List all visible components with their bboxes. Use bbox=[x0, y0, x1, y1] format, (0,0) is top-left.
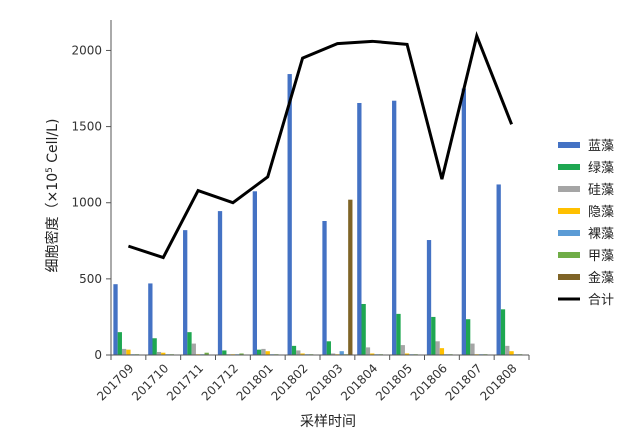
bar-series-1-201801 bbox=[257, 349, 262, 355]
y-axis-title-tail: Cell/L) bbox=[45, 119, 61, 168]
legend-label-1: 绿藻 bbox=[588, 161, 614, 176]
bar-series-1-201710 bbox=[152, 338, 157, 355]
legend-label-4: 裸藻 bbox=[588, 227, 614, 242]
bar-series-1-201804 bbox=[361, 303, 366, 355]
x-tick-label-201803: 201803 bbox=[303, 361, 345, 403]
bar-series-0-201804 bbox=[357, 102, 362, 355]
bar-series-2-201803 bbox=[330, 353, 336, 355]
legend-swatch-6 bbox=[558, 274, 580, 280]
x-tick-label-201802: 201802 bbox=[268, 361, 310, 403]
legend-label-total: 合计 bbox=[588, 293, 614, 308]
bar-series-3-201709 bbox=[126, 349, 131, 355]
bar-series-2-201808 bbox=[505, 345, 510, 355]
bar-series-2-201806 bbox=[435, 341, 440, 355]
bar-series-0-201712 bbox=[217, 211, 223, 355]
bar-series-1-201808 bbox=[500, 309, 506, 355]
x-tick-label-201710: 201710 bbox=[129, 361, 171, 403]
y-ticks: 0 500 1000 1500 2000 bbox=[71, 43, 111, 362]
bar-series-2-201807 bbox=[470, 343, 475, 355]
bar-series-3-201801 bbox=[265, 351, 270, 355]
bar-series-0-201710 bbox=[148, 283, 153, 355]
bar-series-1-201712 bbox=[222, 350, 227, 355]
legend-swatch-1 bbox=[558, 164, 580, 170]
legend-swatch-4 bbox=[558, 230, 580, 236]
bar-series-1-201806 bbox=[431, 316, 436, 355]
bar-series-2-201709 bbox=[121, 348, 127, 355]
bar-series-3-201806 bbox=[439, 348, 445, 355]
bar-series-2-201802 bbox=[296, 350, 301, 355]
bar-series-3-201710 bbox=[161, 352, 166, 355]
x-ticks: 2017092017102017112017122018012018022018… bbox=[94, 355, 530, 404]
x-tick-label-201806: 201806 bbox=[408, 361, 450, 403]
bar-series-5-201711 bbox=[204, 352, 209, 355]
bar-series-2-201710 bbox=[156, 351, 162, 355]
x-tick-label-201712: 201712 bbox=[199, 361, 241, 403]
legend-label-6: 金藻 bbox=[588, 270, 614, 286]
axes bbox=[110, 20, 529, 356]
y-axis-title: 细胞密度（×105 Cell/L) bbox=[44, 119, 61, 273]
y-tick-label: 500 bbox=[79, 272, 102, 286]
x-axis-title: 采样时间 bbox=[300, 414, 356, 430]
bar-series-0-201805 bbox=[392, 100, 397, 355]
bar-series-1-201807 bbox=[466, 319, 471, 355]
bar-series-1-201711 bbox=[187, 332, 192, 355]
bar-series-2-201805 bbox=[400, 345, 405, 355]
x-tick-label-201805: 201805 bbox=[373, 361, 415, 403]
x-tick-label-201804: 201804 bbox=[338, 361, 380, 403]
bar-series-0-201802 bbox=[287, 74, 292, 355]
bar-series-1-201802 bbox=[291, 345, 297, 355]
bar-series-1-201803 bbox=[326, 341, 331, 355]
bar-series-3-201805 bbox=[404, 353, 410, 355]
legend-swatch-0 bbox=[558, 142, 580, 148]
total-line bbox=[127, 31, 513, 260]
bar-series-0-201711 bbox=[183, 230, 188, 355]
bar-series-0-201803 bbox=[322, 221, 327, 355]
bar-series-5-201712 bbox=[239, 353, 244, 355]
bar-series-2-201801 bbox=[261, 348, 266, 355]
bar-series-1-201805 bbox=[396, 313, 401, 355]
bar-series-0-201807 bbox=[461, 88, 466, 355]
bars bbox=[113, 74, 523, 355]
legend-swatch-3 bbox=[558, 208, 580, 214]
bar-series-4-201803 bbox=[339, 351, 344, 355]
y-tick-label: 1000 bbox=[71, 196, 102, 210]
bar-series-2-201804 bbox=[365, 347, 371, 355]
y-axis-title-sup: 5 bbox=[45, 167, 55, 173]
bar-series-3-201808 bbox=[509, 351, 514, 355]
bar-series-0-201808 bbox=[496, 184, 501, 355]
bar-series-0-201801 bbox=[252, 191, 257, 355]
total-line-layer bbox=[127, 31, 513, 260]
bar-series-3-201804 bbox=[370, 353, 375, 355]
legend-label-5: 甲藻 bbox=[588, 249, 614, 264]
x-tick-label-201808: 201808 bbox=[477, 361, 519, 403]
x-tick-label-201801: 201801 bbox=[234, 361, 276, 403]
legend-label-0: 蓝藻 bbox=[588, 139, 614, 154]
y-tick-label: 0 bbox=[94, 348, 102, 362]
bar-series-3-201802 bbox=[300, 353, 305, 355]
x-tick-label-201709: 201709 bbox=[94, 361, 136, 403]
bar-series-0-201806 bbox=[426, 240, 432, 355]
bar-series-1-201709 bbox=[117, 332, 122, 355]
legend-label-3: 隐藻 bbox=[588, 205, 614, 220]
bar-series-2-201711 bbox=[191, 343, 196, 355]
bar-series-6-201803 bbox=[348, 199, 353, 355]
legend-swatch-5 bbox=[558, 252, 580, 258]
legend-swatch-2 bbox=[558, 186, 580, 192]
y-tick-label: 2000 bbox=[71, 43, 102, 57]
bar-series-0-201709 bbox=[113, 284, 118, 355]
y-axis-title-main: 细胞密度（×10 bbox=[44, 173, 61, 273]
y-tick-label: 1500 bbox=[71, 120, 102, 134]
x-tick-label-201711: 201711 bbox=[164, 361, 206, 403]
legend-label-2: 硅藻 bbox=[588, 183, 614, 198]
x-tick-label-201807: 201807 bbox=[443, 361, 485, 403]
